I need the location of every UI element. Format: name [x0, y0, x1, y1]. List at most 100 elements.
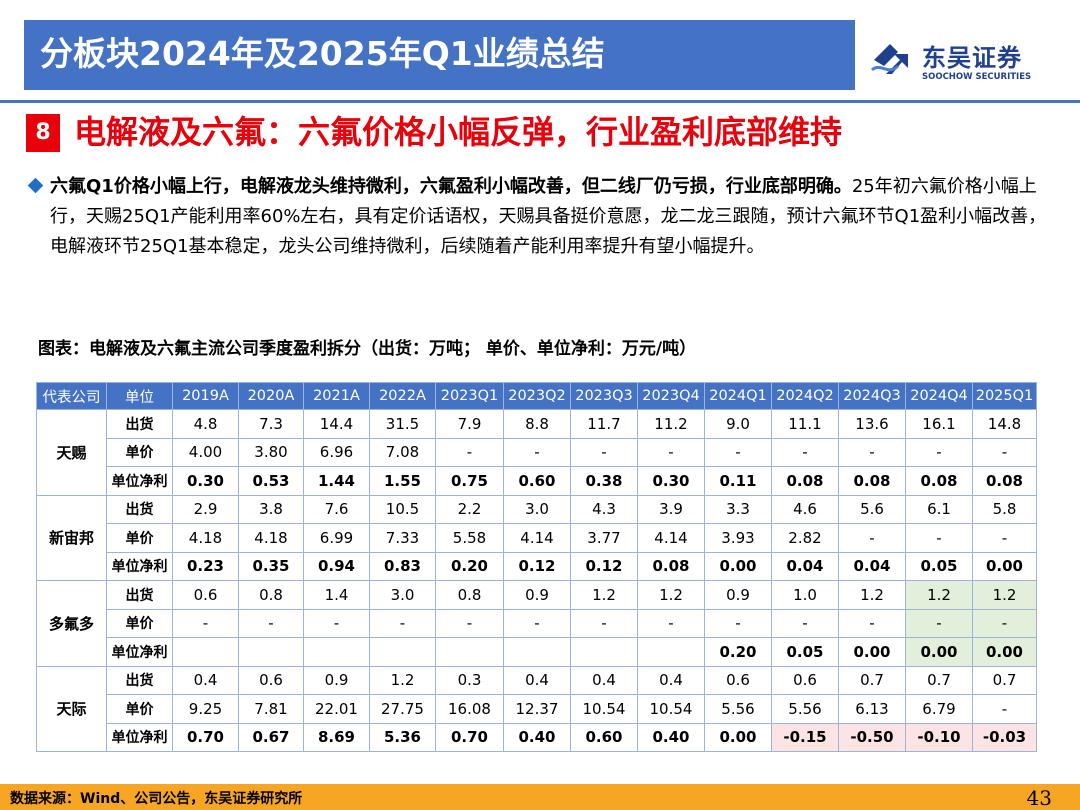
value-cell: 0.08 [972, 466, 1037, 496]
column-header: 代表公司 [36, 382, 107, 410]
value-cell: 0.04 [838, 551, 906, 581]
value-cell: 31.5 [369, 409, 436, 439]
value-cell: 0.9 [503, 580, 571, 610]
table-caption: 图表：电解液及六氟主流公司季度盈利拆分（出货：万吨； 单价、单位净利：万元/吨） [38, 339, 697, 359]
metric-cell: 单位净利 [106, 722, 173, 752]
value-cell: 0.30 [172, 466, 239, 496]
table-row: 多氟多 出货 0.6 0.8 1.4 3.0 0.8 0.9 1.2 1.2 0.9 1.0 1.2 1.… [36, 580, 1037, 667]
table-row: 新宙邦 出货 2.9 3.8 7.6 10.5 2.2 3.0 4.3 3.9 3.3 4.6 5.6 6… [36, 494, 1037, 581]
value-cell: - [905, 608, 973, 638]
column-header: 2023Q2 [503, 382, 571, 410]
value-cell: 0.00 [972, 637, 1037, 667]
company-cell: 多氟多 [36, 580, 107, 667]
page-number: 43 [1026, 786, 1052, 810]
value-cell: 0.3 [435, 665, 504, 695]
metric-cell: 单位净利 [106, 551, 173, 581]
value-cell: 8.8 [503, 409, 571, 439]
value-cell [637, 637, 705, 667]
value-cell: 0.7 [838, 665, 906, 695]
value-cell: 5.6 [838, 494, 906, 524]
value-cell: 0.00 [905, 637, 973, 667]
value-cell: 14.4 [303, 409, 370, 439]
value-cell: 1.2 [972, 580, 1037, 610]
value-cell: 1.55 [369, 466, 436, 496]
value-cell: 1.2 [570, 580, 638, 610]
value-cell: 2.82 [771, 523, 839, 553]
value-cell: 3.8 [238, 494, 304, 524]
value-cell: 0.00 [972, 551, 1037, 581]
page-title: 分板块2024年及2025年Q1业绩总结 [40, 34, 605, 73]
value-cell: 10.5 [369, 494, 436, 524]
value-cell: 0.60 [570, 722, 638, 752]
value-cell: 3.80 [238, 437, 304, 467]
value-cell: 5.56 [771, 694, 839, 724]
value-cell: 4.3 [570, 494, 638, 524]
value-cell: 0.9 [704, 580, 772, 610]
value-cell: 0.9 [303, 665, 370, 695]
value-cell: - [771, 608, 839, 638]
value-cell: 0.08 [838, 466, 906, 496]
value-cell: 5.58 [435, 523, 504, 553]
value-cell: 0.00 [704, 722, 772, 752]
value-cell: - [771, 437, 839, 467]
metric-cell: 出货 [106, 580, 173, 610]
logo-text-cn: 东吴证券 [922, 44, 1022, 72]
value-cell: 3.77 [570, 523, 638, 553]
column-header: 单位 [106, 382, 173, 410]
summary-paragraph: 六氟Q1价格小幅上行，电解液龙头维持微利，六氟盈利小幅改善，但二线厂仍亏损，行业… [50, 172, 1055, 262]
value-cell: - [838, 608, 906, 638]
value-cell: 0.75 [435, 466, 504, 496]
value-cell: - [905, 523, 973, 553]
value-cell [435, 637, 504, 667]
section-title: 电解液及六氟：六氟价格小幅反弹，行业盈利底部维持 [74, 113, 843, 151]
value-cell: 0.30 [637, 466, 705, 496]
value-cell [172, 637, 239, 667]
value-cell: - [704, 608, 772, 638]
value-cell: 8.69 [303, 722, 370, 752]
value-cell: 5.36 [369, 722, 436, 752]
column-header: 2024Q3 [838, 382, 906, 410]
value-cell: - [972, 608, 1037, 638]
table-row: 单价 4.00 3.80 6.96 7.08- - - - - - - - - [37, 437, 1037, 467]
value-cell: - [704, 437, 772, 467]
value-cell: - [570, 608, 638, 638]
value-cell: 0.70 [172, 722, 239, 752]
value-cell: 11.7 [570, 409, 638, 439]
value-cell: 0.4 [637, 665, 705, 695]
value-cell: 0.04 [771, 551, 839, 581]
value-cell: 10.54 [570, 694, 638, 724]
value-cell: 2.2 [435, 494, 504, 524]
table-row: 单位净利 0.20 0.05 0.00 0.00 0.00 [37, 637, 1037, 667]
value-cell: 7.08 [369, 437, 436, 467]
value-cell: -0.15 [771, 722, 839, 752]
value-cell: 2.9 [172, 494, 239, 524]
value-cell: 1.2 [369, 665, 436, 695]
table-row: 单位净利 0.70 0.67 8.69 5.36 0.70 0.40 0.60 0.40 0.00… [37, 722, 1037, 752]
column-header: 2023Q3 [570, 382, 638, 410]
value-cell: 16.08 [435, 694, 504, 724]
value-cell: 0.11 [704, 466, 772, 496]
value-cell: 7.33 [369, 523, 436, 553]
value-cell: 1.2 [637, 580, 705, 610]
value-cell: 6.1 [905, 494, 973, 524]
value-cell: 0.05 [905, 551, 973, 581]
metric-cell: 出货 [106, 409, 173, 439]
column-header: 2025Q1 [972, 382, 1037, 410]
value-cell: 0.7 [972, 665, 1037, 695]
value-cell: - [369, 608, 436, 638]
value-cell: 10.54 [637, 694, 705, 724]
value-cell: -0.10 [905, 722, 973, 752]
value-cell: 0.6 [172, 580, 239, 610]
column-header: 2024Q4 [905, 382, 973, 410]
header-divider [0, 100, 1080, 103]
table-row: 单价 4.18 4.18 6.99 7.33 5.58 4.14 3.77 4.14 3.93 2.… [37, 523, 1037, 553]
metric-cell: 单位净利 [106, 637, 173, 667]
value-cell: 0.00 [838, 637, 906, 667]
table-row: 单位净利 0.30 0.53 1.44 1.55 0.75 0.60 0.38 0.30 0.11… [37, 466, 1037, 496]
value-cell: 6.99 [303, 523, 370, 553]
value-cell: 1.0 [771, 580, 839, 610]
value-cell: 22.01 [303, 694, 370, 724]
value-cell: 0.94 [303, 551, 370, 581]
value-cell: 4.14 [503, 523, 571, 553]
value-cell: 0.67 [238, 722, 304, 752]
